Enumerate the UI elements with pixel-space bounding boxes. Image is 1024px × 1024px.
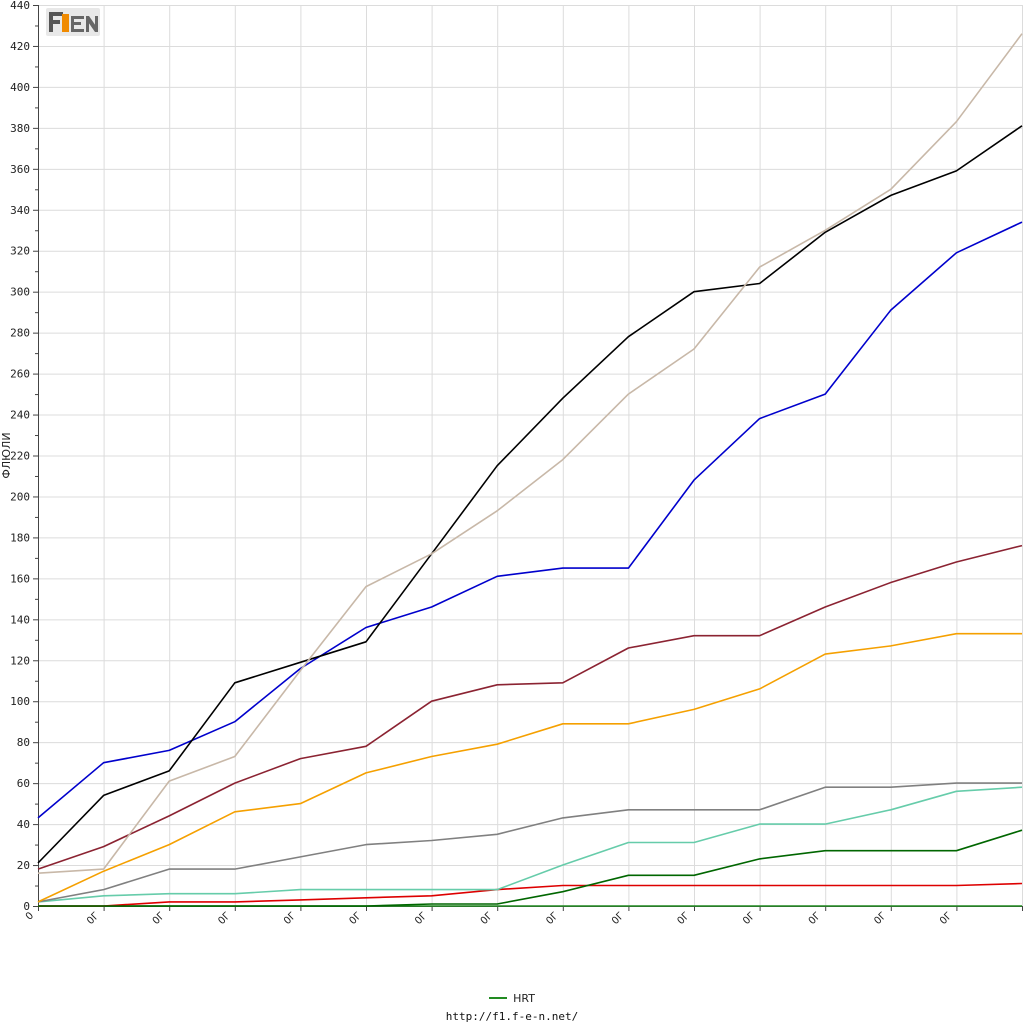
series-line — [37, 632, 1022, 903]
y-tick-label: 320 — [10, 245, 30, 258]
series-line — [37, 125, 1023, 864]
x-tick-label: 0 — [24, 910, 36, 922]
y-tick-label: 260 — [10, 368, 30, 381]
y-tick-label: 420 — [10, 40, 30, 53]
chart-legend: HRT — [0, 992, 1024, 1005]
y-tick-label: 220 — [10, 450, 30, 463]
x-tick-label: 0Г — [610, 910, 627, 927]
x-tick-label: 0Г — [807, 910, 824, 927]
series-line — [37, 782, 1022, 903]
y-tick-label: 40 — [17, 818, 30, 831]
y-tick-label: 440 — [10, 0, 30, 12]
y-tick-label: 340 — [10, 204, 30, 217]
y-tick-label: 120 — [10, 654, 30, 667]
x-tick-label: 0Г — [872, 910, 889, 927]
series-line — [38, 829, 1023, 907]
x-tick-label: 0Г — [282, 910, 299, 927]
legend-label-hrt: HRT — [513, 992, 535, 1005]
series-line — [37, 221, 1023, 819]
y-tick-label: 180 — [10, 531, 30, 544]
y-tick-label: 100 — [10, 695, 30, 708]
footer-url: http://f1.f-e-n.net/ — [445, 1010, 579, 1023]
y-tick-label: 360 — [10, 163, 30, 176]
y-tick-label: 300 — [10, 286, 30, 299]
series-line — [37, 33, 1023, 874]
x-tick-label: 0Г — [938, 910, 955, 927]
y-tick-label: 200 — [10, 490, 30, 503]
x-tick-label: 0Г — [741, 910, 758, 927]
x-tick-label: 0Г — [85, 910, 102, 927]
y-tick-label: 20 — [17, 859, 30, 872]
x-tick-label: 0Г — [413, 910, 430, 927]
y-tick-label: 80 — [17, 736, 30, 749]
y-tick-label: 140 — [10, 613, 30, 626]
legend-swatch-hrt — [489, 997, 508, 999]
x-tick-label: 0Г — [544, 910, 561, 927]
x-tick-label: 0Г — [479, 910, 496, 927]
y-tick-label: 160 — [10, 572, 30, 585]
y-tick-label: 380 — [10, 122, 30, 135]
x-tick-label: 0Г — [676, 910, 693, 927]
line-chart: 0 20 40 60 80 100 120 140 160 180 200 220 240 260 280 3… — [0, 0, 1023, 927]
y-axis-label: ФЛЮЛИ — [0, 432, 13, 478]
y-tick-label: 60 — [17, 777, 30, 790]
series-line — [38, 882, 1023, 907]
series-line — [37, 786, 1023, 903]
x-tick-label: 0Г — [348, 910, 365, 927]
y-tick-label: 0 — [23, 900, 30, 913]
x-tick-label: 0Г — [216, 910, 233, 927]
f1en-logo — [46, 8, 100, 36]
y-tick-label: 400 — [10, 81, 30, 94]
series-line — [37, 544, 1023, 870]
y-tick-label: 280 — [10, 327, 30, 340]
x-tick-label: 0Г — [151, 910, 168, 927]
y-tick-label: 240 — [10, 409, 30, 422]
